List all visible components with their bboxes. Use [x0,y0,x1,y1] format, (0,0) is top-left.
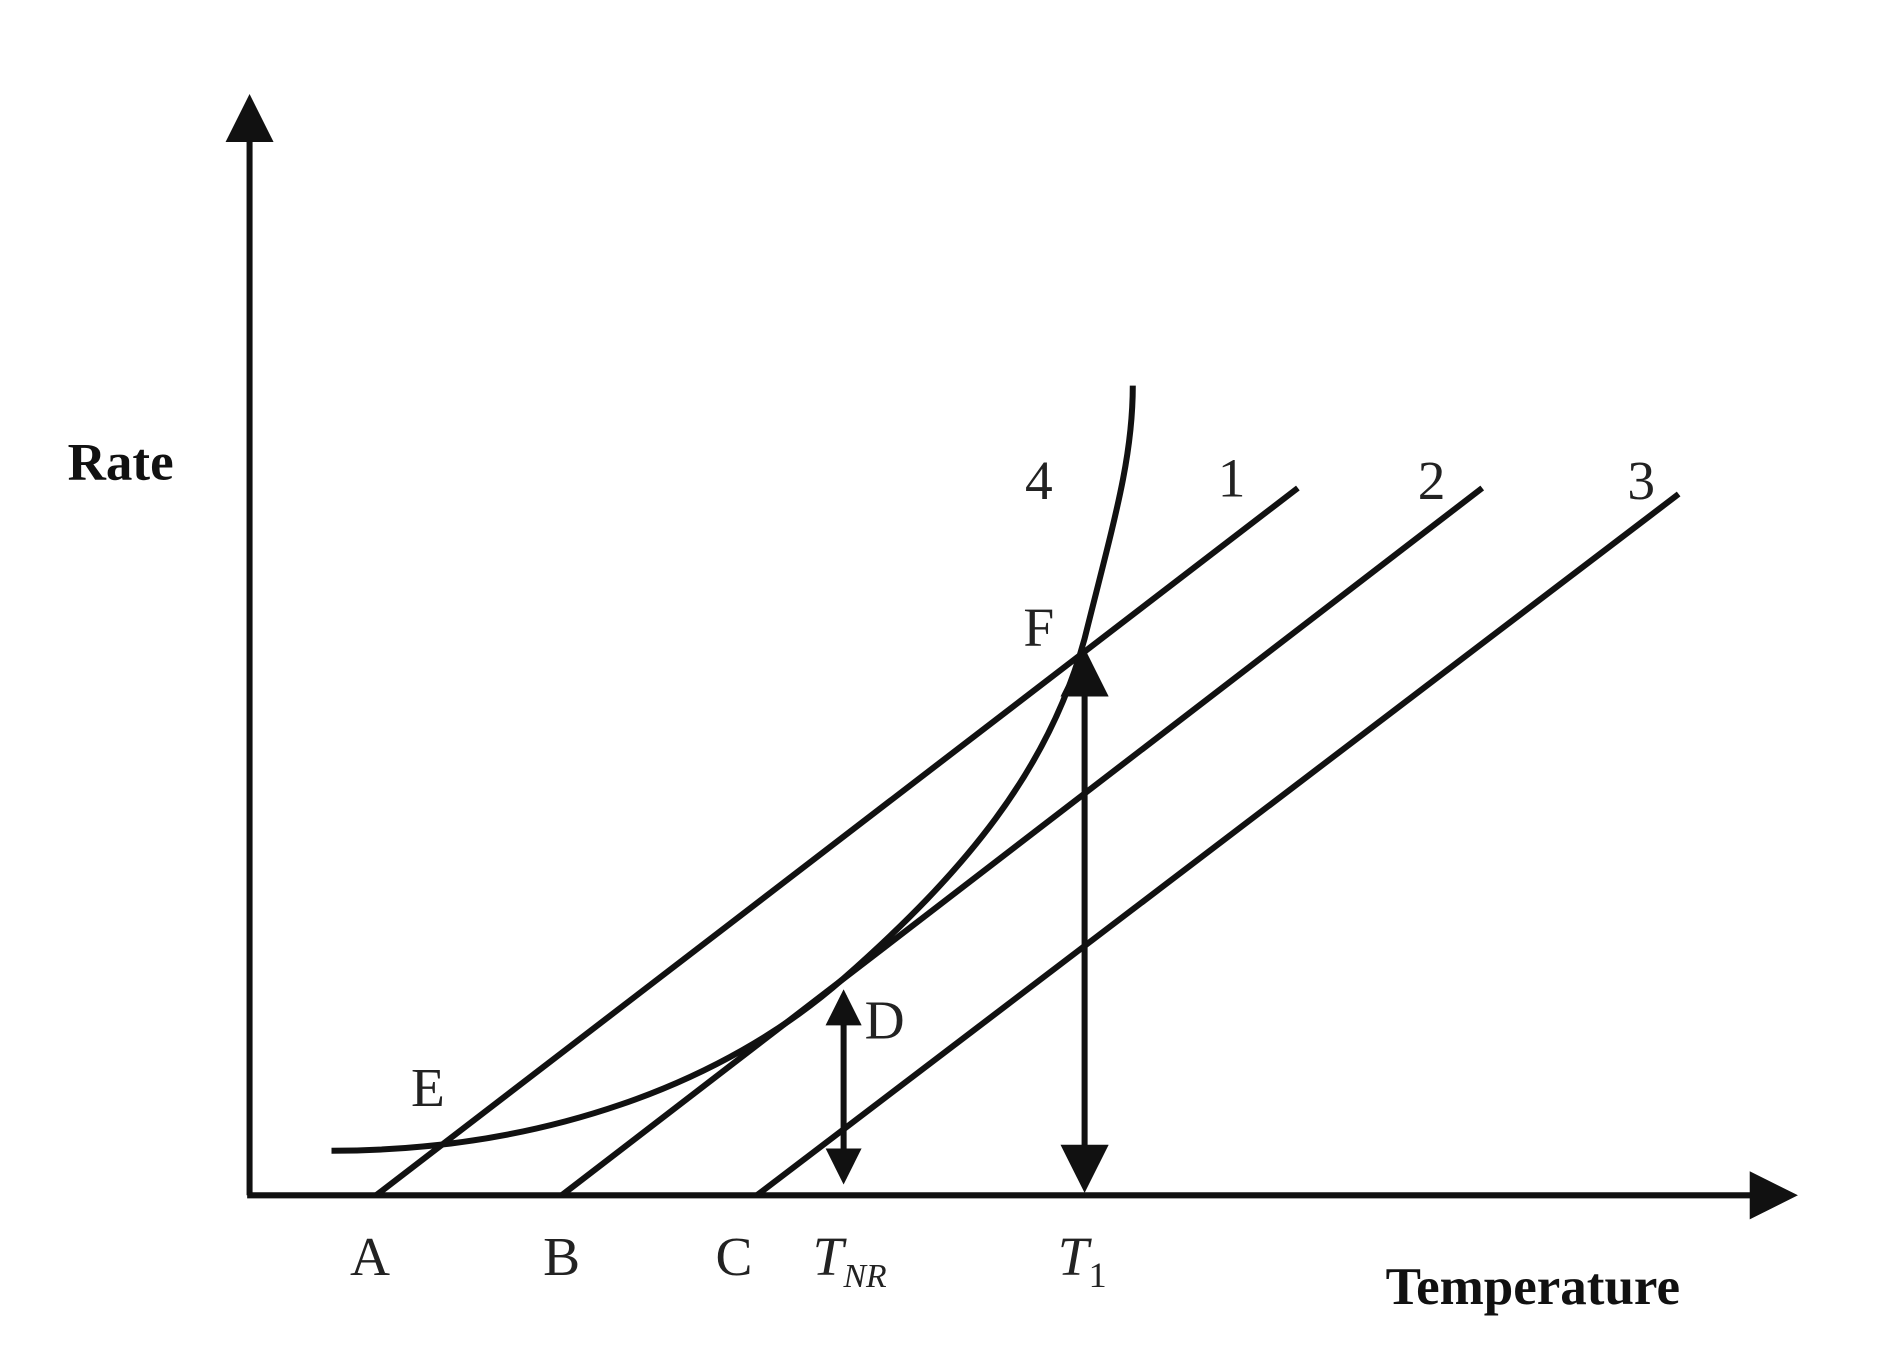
point-label: D [865,990,905,1051]
x-axis-label: Temperature [1386,1258,1680,1316]
heat-removal-line-1 [374,485,1300,1198]
point-label: A [350,1226,390,1287]
point-label: C [715,1226,752,1287]
heat-removal-line-3 [755,491,1681,1198]
temperature-base: T [1058,1226,1093,1287]
curve-label: 1 [1218,447,1246,508]
point-label: B [543,1226,580,1287]
temperature-sub: 1 [1089,1255,1107,1295]
point-label: F [1023,597,1054,658]
heat-removal-line-2 [559,485,1485,1198]
point-label: E [411,1057,445,1118]
temperature-label: T1 [1058,1226,1107,1295]
temperature-sub: NR [842,1258,886,1295]
heat-generation-curve-4 [331,385,1136,1154]
temperature-base: T [813,1226,848,1287]
temperature-label: TNR [813,1226,887,1295]
curve-label: 4 [1025,450,1053,511]
curve-label: 3 [1627,450,1655,511]
y-axis-label: Rate [68,434,174,492]
curve-label: 2 [1418,450,1446,511]
